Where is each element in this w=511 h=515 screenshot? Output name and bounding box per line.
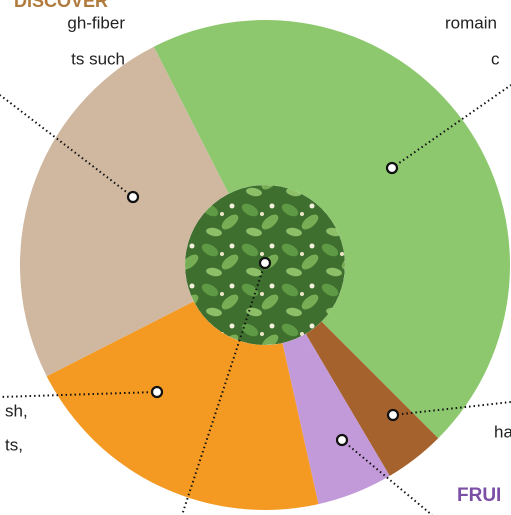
annotation: gh-fiber: [67, 13, 125, 32]
annotation: ts such: [71, 49, 125, 68]
leader-dot: [260, 258, 270, 268]
annotation: c: [491, 49, 500, 68]
annotation: ha: [494, 422, 511, 441]
leader-dot: [337, 435, 347, 445]
annotation: FRUI: [457, 485, 501, 506]
leader-dot: [128, 192, 138, 202]
chart: DISCOVER gh-fiber ts such romain c sh, t…: [0, 0, 511, 515]
leader-dot: [152, 387, 162, 397]
leader-dot: [388, 410, 398, 420]
annotation: DISCOVER: [14, 0, 108, 11]
annotation: sh,: [5, 401, 28, 420]
leader-dot: [387, 163, 397, 173]
annotation: ts,: [5, 435, 23, 454]
page: {"chart_data": {"type": "donut", "values…: [0, 0, 511, 515]
annotation: romain: [445, 13, 497, 32]
